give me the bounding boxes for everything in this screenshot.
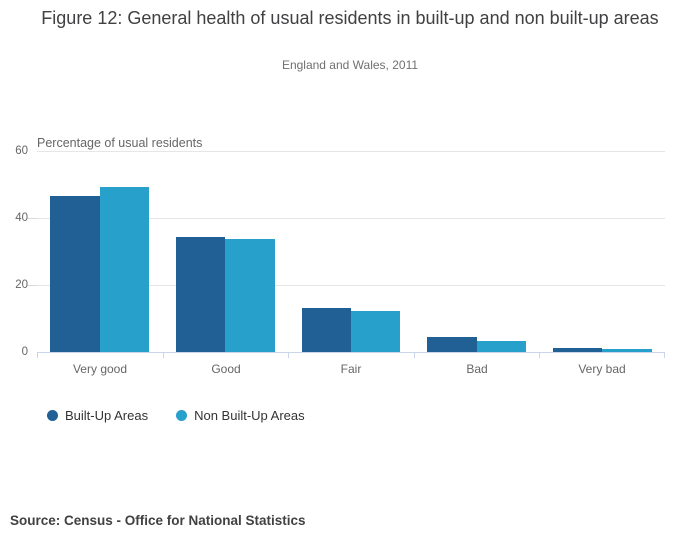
x-axis-tick-1 bbox=[162, 352, 164, 358]
chart-title: Figure 12: General health of usual resid… bbox=[0, 8, 700, 29]
x-category-label-very-bad: Very bad bbox=[578, 362, 626, 376]
gridline-60 bbox=[37, 151, 665, 152]
source-note: Source: Census - Office for National Sta… bbox=[10, 513, 306, 528]
x-axis-tick-3 bbox=[413, 352, 415, 358]
y-axis-tick-40 bbox=[27, 218, 37, 219]
bar-built-up-areas-fair[interactable] bbox=[301, 307, 351, 352]
legend: Built-Up Areas Non Built-Up Areas bbox=[47, 408, 305, 423]
gridline-40 bbox=[37, 218, 665, 219]
bar-built-up-areas-very-bad[interactable] bbox=[552, 347, 603, 352]
gridline-20 bbox=[37, 285, 665, 286]
x-category-label-very-good: Very good bbox=[72, 362, 128, 376]
legend-label-non-built-up-areas: Non Built-Up Areas bbox=[194, 408, 305, 423]
x-axis-tick-4 bbox=[539, 352, 541, 358]
bar-non-built-up-areas-good[interactable] bbox=[225, 239, 275, 352]
y-tick-label-40: 40 bbox=[15, 212, 28, 224]
bar-non-built-up-areas-fair[interactable] bbox=[351, 310, 401, 352]
x-category-label-bad: Bad bbox=[466, 362, 488, 376]
y-tick-label-60: 60 bbox=[15, 145, 28, 157]
x-axis-tick-5 bbox=[664, 352, 665, 358]
chart-area: Percentage of usual residents 60 40 20 0… bbox=[0, 133, 700, 393]
chart-title-text: Figure 12: General health of usual resid… bbox=[41, 8, 659, 28]
bar-non-built-up-areas-very-bad[interactable] bbox=[602, 349, 652, 352]
legend-item-non-built-up-areas[interactable]: Non Built-Up Areas bbox=[176, 408, 305, 423]
x-category-label-good: Good bbox=[211, 362, 241, 376]
bar-built-up-areas-good[interactable] bbox=[175, 237, 226, 352]
bar-non-built-up-areas-bad[interactable] bbox=[476, 340, 527, 352]
chart-subtitle: England and Wales, 2011 bbox=[281, 58, 419, 72]
y-tick-label-20: 20 bbox=[15, 279, 28, 291]
x-axis-line bbox=[37, 352, 665, 353]
y-axis-title: Percentage of usual residents bbox=[37, 136, 203, 150]
y-tick-label-0: 0 bbox=[21, 346, 28, 358]
legend-label-built-up-areas: Built-Up Areas bbox=[65, 408, 149, 423]
y-axis-tick-20 bbox=[27, 285, 37, 286]
plot-area bbox=[37, 151, 665, 358]
x-category-label-fair: Fair bbox=[340, 362, 362, 376]
bar-built-up-areas-very-good[interactable] bbox=[50, 195, 100, 352]
bar-built-up-areas-bad[interactable] bbox=[427, 336, 477, 352]
legend-swatch-built-up-areas-icon bbox=[47, 410, 58, 421]
x-axis-tick-2 bbox=[288, 352, 290, 358]
legend-swatch-non-built-up-areas-icon bbox=[176, 410, 188, 421]
legend-item-built-up-areas[interactable]: Built-Up Areas bbox=[47, 408, 148, 423]
x-axis-tick-0 bbox=[37, 352, 38, 358]
bar-non-built-up-areas-very-good[interactable] bbox=[99, 186, 150, 352]
